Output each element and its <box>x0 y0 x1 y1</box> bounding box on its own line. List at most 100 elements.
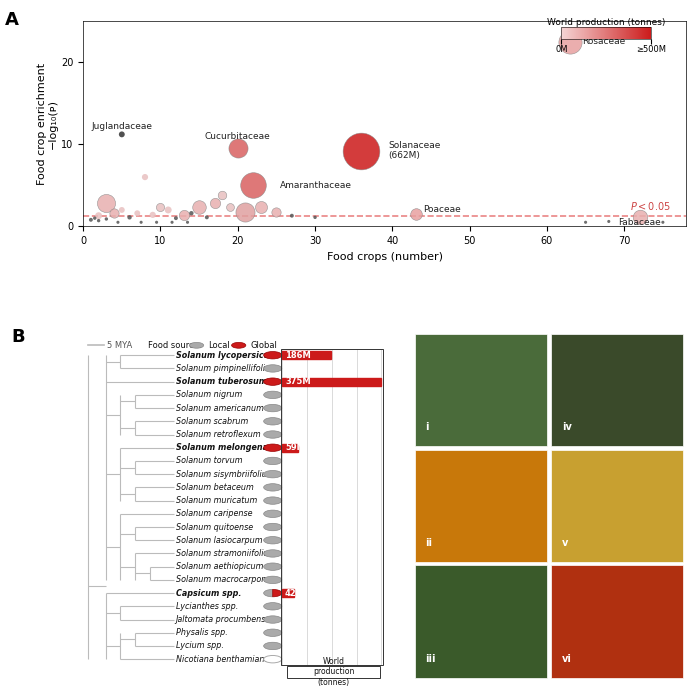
Point <box>201 211 212 223</box>
Text: $P < 0.05$: $P < 0.05$ <box>630 200 671 212</box>
Point <box>155 201 166 212</box>
Circle shape <box>263 378 282 386</box>
Point <box>209 198 220 209</box>
Point <box>310 211 321 223</box>
Circle shape <box>263 365 282 372</box>
Text: Lycium spp.: Lycium spp. <box>175 641 223 650</box>
Point <box>163 204 174 216</box>
Circle shape <box>263 497 282 504</box>
Point <box>112 217 123 228</box>
Text: Rosaceae: Rosaceae <box>581 37 625 46</box>
Point <box>89 213 100 224</box>
Circle shape <box>263 550 282 557</box>
FancyBboxPatch shape <box>414 334 547 446</box>
Y-axis label: Food crop enrichment
−log₁₀(ᴘ): Food crop enrichment −log₁₀(ᴘ) <box>37 62 58 185</box>
Point <box>93 210 104 221</box>
Text: Global: Global <box>250 341 277 350</box>
Text: Capsicum spp.: Capsicum spp. <box>175 589 241 598</box>
Circle shape <box>231 342 246 348</box>
Circle shape <box>263 444 282 452</box>
Text: Solanum nigrum: Solanum nigrum <box>175 391 242 400</box>
Text: Solanum macrocarpon: Solanum macrocarpon <box>175 575 266 584</box>
Text: Juglandaceae: Juglandaceae <box>91 122 152 132</box>
Text: Food source:: Food source: <box>148 341 202 350</box>
Circle shape <box>263 563 282 570</box>
Text: Solanum muricatum: Solanum muricatum <box>175 496 257 505</box>
Text: Solanum lasiocarpum: Solanum lasiocarpum <box>175 536 262 545</box>
Text: Solanaceae
(662M): Solanaceae (662M) <box>389 141 441 160</box>
Circle shape <box>263 457 282 465</box>
Text: Jaltomata procumbens: Jaltomata procumbens <box>175 615 266 624</box>
Text: Solanum tuberosum: Solanum tuberosum <box>175 377 267 386</box>
Circle shape <box>189 342 204 348</box>
Text: Solanum quitoense: Solanum quitoense <box>175 522 253 531</box>
Wedge shape <box>263 589 273 597</box>
Text: i: i <box>426 422 429 432</box>
FancyBboxPatch shape <box>551 334 683 446</box>
Text: Solanum americanum: Solanum americanum <box>175 404 263 412</box>
X-axis label: Food crops (number): Food crops (number) <box>326 252 443 262</box>
Text: Solanum melongena: Solanum melongena <box>175 443 267 452</box>
Text: 186M: 186M <box>285 351 310 360</box>
Text: World
production
(tonnes): World production (tonnes) <box>313 657 354 687</box>
Text: 42M: 42M <box>285 589 305 598</box>
Bar <box>283 444 298 452</box>
Text: Solanum aethiopicum: Solanum aethiopicum <box>175 562 263 571</box>
Text: Solanum retroflexum: Solanum retroflexum <box>175 430 260 439</box>
Text: iii: iii <box>426 654 436 664</box>
Point <box>116 204 128 216</box>
Text: Solanum caripense: Solanum caripense <box>175 510 252 518</box>
Text: 59M: 59M <box>285 443 305 452</box>
Circle shape <box>263 643 282 650</box>
Point <box>100 214 112 225</box>
Point <box>124 211 135 223</box>
Text: Solanum betaceum: Solanum betaceum <box>175 483 253 492</box>
Point <box>178 209 189 220</box>
Text: B: B <box>12 328 26 346</box>
Title: World production (tonnes): World production (tonnes) <box>547 18 665 27</box>
FancyBboxPatch shape <box>414 449 547 562</box>
Point <box>151 217 162 228</box>
Point <box>603 216 614 227</box>
Point <box>116 129 128 140</box>
Circle shape <box>263 484 282 491</box>
Text: Solanum pimpinellifolium: Solanum pimpinellifolium <box>175 364 277 373</box>
Point <box>193 202 204 213</box>
Wedge shape <box>273 589 282 597</box>
Text: A: A <box>5 10 19 29</box>
Text: 375M: 375M <box>285 377 310 386</box>
Text: ii: ii <box>426 538 432 548</box>
Circle shape <box>263 616 282 623</box>
Text: Nicotiana benthamiana: Nicotiana benthamiana <box>175 654 269 664</box>
Circle shape <box>263 430 282 438</box>
Point <box>147 209 158 220</box>
Circle shape <box>263 470 282 478</box>
Text: Solanum sisymbriifolium: Solanum sisymbriifolium <box>175 470 274 479</box>
Point <box>136 217 147 228</box>
Point <box>93 215 104 226</box>
Circle shape <box>263 629 282 636</box>
Circle shape <box>263 603 282 610</box>
Point <box>256 202 267 213</box>
Text: 5 MYA: 5 MYA <box>107 341 133 350</box>
Circle shape <box>263 510 282 517</box>
Point <box>580 217 591 228</box>
Text: Local: Local <box>208 341 229 350</box>
Point <box>271 206 282 217</box>
Text: Physalis spp.: Physalis spp. <box>175 628 227 637</box>
Point <box>232 143 243 154</box>
Text: iv: iv <box>562 422 572 432</box>
Circle shape <box>263 405 282 412</box>
Point <box>139 172 150 183</box>
Point <box>240 206 251 217</box>
Circle shape <box>263 391 282 398</box>
Text: Lycianthes spp.: Lycianthes spp. <box>175 602 238 611</box>
Point <box>186 208 197 219</box>
Point <box>166 217 177 228</box>
Text: Solanum torvum: Solanum torvum <box>175 456 242 466</box>
Text: Solanum scabrum: Solanum scabrum <box>175 416 248 426</box>
Bar <box>283 351 331 359</box>
Circle shape <box>263 655 282 663</box>
Bar <box>281 349 383 665</box>
FancyBboxPatch shape <box>551 449 683 562</box>
